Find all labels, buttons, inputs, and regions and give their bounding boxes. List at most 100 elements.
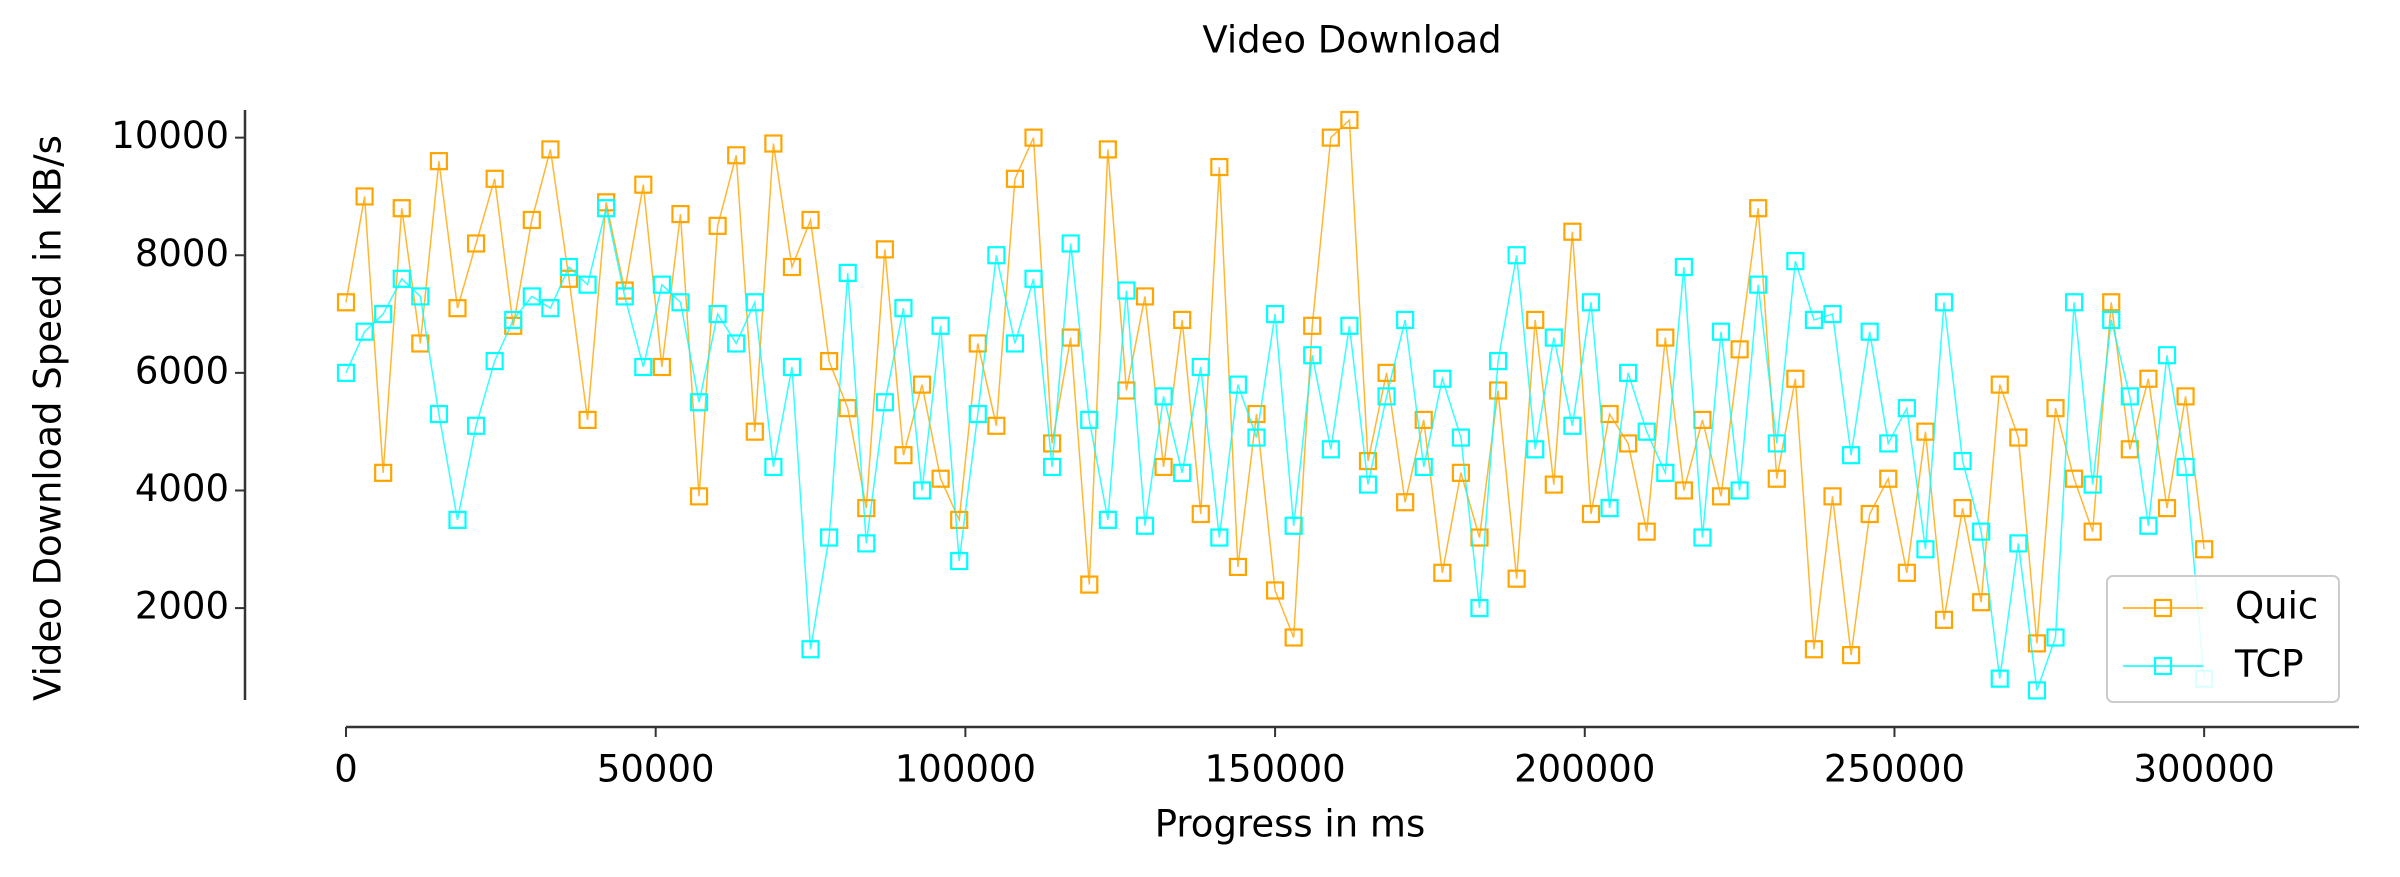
marker xyxy=(1563,222,1582,241)
marker xyxy=(1767,434,1786,453)
marker xyxy=(764,134,783,153)
legend-label: Quic xyxy=(2235,585,2318,628)
marker xyxy=(1080,575,1099,594)
marker xyxy=(1656,463,1675,482)
marker xyxy=(857,534,876,553)
marker xyxy=(2120,387,2139,406)
legend: Quic TCP xyxy=(2106,575,2340,703)
chart-title: Video Download xyxy=(1202,19,1501,62)
marker xyxy=(727,334,746,353)
y-tick-label: 6000 xyxy=(135,349,229,392)
marker xyxy=(2102,293,2121,312)
y-tick-label: 10000 xyxy=(111,114,229,157)
marker xyxy=(2064,293,2084,312)
marker xyxy=(392,269,411,288)
marker xyxy=(838,399,857,418)
marker xyxy=(1377,363,1396,382)
y-axis-label: Video Download Speed in KB/s xyxy=(27,135,70,701)
marker xyxy=(708,216,727,235)
marker xyxy=(1990,375,2009,394)
marker xyxy=(894,299,913,318)
marker xyxy=(745,422,764,441)
marker xyxy=(2157,346,2177,365)
marker xyxy=(1005,334,1025,353)
marker xyxy=(1786,252,1805,271)
marker xyxy=(820,528,839,547)
marker xyxy=(2009,534,2028,553)
marker xyxy=(2046,399,2065,418)
series xyxy=(336,199,2214,700)
marker xyxy=(1842,646,1861,665)
marker xyxy=(1730,340,1749,359)
marker xyxy=(541,299,560,318)
marker xyxy=(968,404,987,424)
marker xyxy=(1544,475,1563,494)
marker xyxy=(708,304,727,324)
marker xyxy=(1953,451,1972,471)
marker xyxy=(1842,446,1861,465)
marker xyxy=(1563,416,1582,435)
marker xyxy=(1972,522,1991,541)
marker xyxy=(1080,410,1099,430)
marker xyxy=(1581,293,1601,312)
marker xyxy=(597,199,616,218)
marker xyxy=(820,352,839,371)
marker xyxy=(1358,451,1378,471)
marker xyxy=(782,357,802,377)
legend-marker xyxy=(2153,598,2173,618)
marker xyxy=(950,551,969,571)
series xyxy=(336,110,2214,665)
marker xyxy=(950,510,969,529)
marker xyxy=(2046,628,2065,647)
marker xyxy=(559,269,579,288)
marker xyxy=(466,416,486,435)
marker xyxy=(634,357,653,377)
x-tick-label: 300000 xyxy=(2134,748,2275,791)
marker xyxy=(1210,528,1229,547)
marker xyxy=(2157,499,2177,518)
marker xyxy=(2176,457,2195,477)
marker xyxy=(1433,369,1452,388)
marker xyxy=(1191,504,1210,524)
marker xyxy=(2139,369,2158,388)
marker xyxy=(1042,434,1062,453)
marker xyxy=(1749,275,1768,294)
marker xyxy=(355,187,374,206)
marker xyxy=(1117,281,1136,300)
marker xyxy=(1637,422,1656,441)
marker xyxy=(336,363,356,382)
marker xyxy=(1488,381,1508,400)
marker xyxy=(522,210,541,230)
marker xyxy=(1042,457,1062,477)
marker xyxy=(745,293,764,312)
marker xyxy=(2027,634,2047,653)
marker xyxy=(801,640,820,659)
marker xyxy=(1284,516,1303,535)
marker xyxy=(448,299,467,318)
marker xyxy=(931,469,950,488)
marker xyxy=(1321,128,1340,147)
marker xyxy=(1303,346,1322,365)
series-line xyxy=(345,208,2205,691)
marker xyxy=(671,293,690,312)
marker xyxy=(987,246,1006,265)
marker xyxy=(912,375,932,394)
marker xyxy=(1433,563,1452,582)
marker xyxy=(1786,369,1805,388)
marker xyxy=(1990,669,2009,688)
marker xyxy=(1154,387,1173,406)
x-tick-label: 0 xyxy=(334,748,358,791)
marker xyxy=(689,487,709,506)
marker xyxy=(615,287,634,306)
x-tick-label: 150000 xyxy=(1204,748,1345,791)
marker xyxy=(1173,463,1192,482)
marker xyxy=(1451,428,1470,447)
marker xyxy=(1191,357,1210,377)
marker xyxy=(1693,528,1712,547)
marker xyxy=(894,446,913,465)
marker xyxy=(1228,557,1248,577)
marker xyxy=(1396,493,1415,512)
marker xyxy=(1711,322,1731,341)
marker xyxy=(1953,499,1972,518)
marker xyxy=(671,204,690,224)
